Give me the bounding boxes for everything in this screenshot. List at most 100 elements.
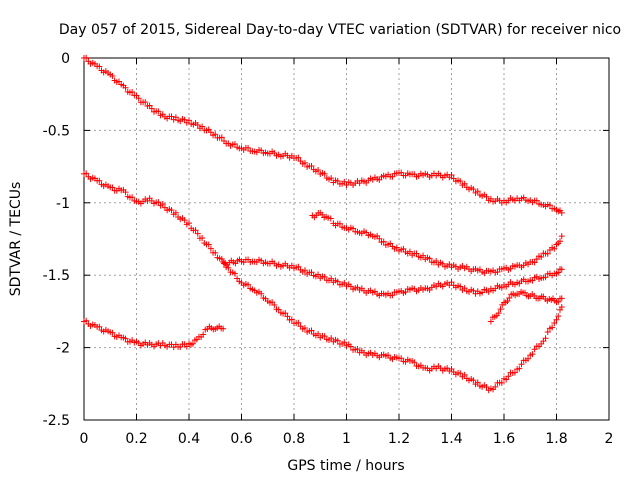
data-point <box>321 170 328 177</box>
data-point <box>492 383 499 390</box>
data-point <box>558 304 565 311</box>
data-point <box>538 253 545 260</box>
y-tick-label: -2 <box>56 341 70 357</box>
data-point <box>406 248 413 255</box>
data-point <box>398 355 405 362</box>
data-point <box>393 244 400 251</box>
data-point <box>334 337 341 344</box>
x-tick-label: 1.6 <box>493 431 515 447</box>
data-point <box>218 134 225 141</box>
data-point <box>96 177 103 184</box>
data-point <box>225 264 232 271</box>
data-point <box>200 331 207 338</box>
data-point <box>186 117 192 124</box>
data-point <box>83 54 90 61</box>
x-axis-label: GPS time / hours <box>287 458 404 474</box>
data-point <box>433 258 440 265</box>
data-point <box>315 166 322 173</box>
series-track-3 <box>81 317 227 351</box>
x-tick-label: 1 <box>342 431 351 447</box>
series-track-2 <box>81 170 565 394</box>
data-point <box>109 329 116 336</box>
data-point <box>172 209 179 216</box>
data-point <box>558 209 565 216</box>
x-tick-label: 1.4 <box>440 431 462 447</box>
data-point <box>245 144 252 151</box>
data-point <box>231 270 238 277</box>
data-point <box>301 159 308 166</box>
data-point <box>336 220 343 227</box>
data-point <box>555 313 562 320</box>
data-point <box>186 220 192 227</box>
data-point <box>231 140 238 147</box>
data-point <box>189 340 196 347</box>
data-point <box>271 302 278 309</box>
data-point <box>531 259 538 266</box>
series-track-1 <box>81 54 565 216</box>
data-point <box>192 227 199 234</box>
data-point <box>183 343 190 350</box>
chart-title: Day 057 of 2015, Sidereal Day-to-day VTE… <box>59 22 621 38</box>
data-point <box>448 279 455 286</box>
data-point <box>83 170 90 177</box>
data-point <box>207 245 214 252</box>
data-point <box>549 324 556 331</box>
data-point <box>135 95 142 102</box>
data-point <box>220 325 227 332</box>
data-point <box>199 123 206 130</box>
data-point <box>148 105 155 112</box>
data-point <box>122 84 129 91</box>
data-point <box>334 278 341 285</box>
x-tick-label: 1.8 <box>545 431 567 447</box>
series-track-4 <box>220 256 565 299</box>
data-point <box>159 200 166 207</box>
data-point <box>129 194 136 201</box>
data-point <box>557 238 563 245</box>
data-point <box>288 316 295 323</box>
data-point <box>96 323 103 330</box>
data-point <box>122 335 129 342</box>
data-point <box>146 102 153 109</box>
data-point <box>544 250 551 257</box>
data-point <box>325 214 332 221</box>
data-point <box>194 230 201 237</box>
data-point <box>529 277 536 284</box>
data-point <box>544 328 551 335</box>
x-tick-label: 0.2 <box>125 431 147 447</box>
x-tick-label: 1.2 <box>388 431 410 447</box>
data-point <box>328 335 335 342</box>
data-point <box>389 173 396 180</box>
data-point <box>531 346 538 353</box>
data-point <box>483 383 490 390</box>
data-point <box>350 225 357 232</box>
series-track-5 <box>309 209 565 277</box>
data-point <box>155 199 162 206</box>
data-point <box>308 162 315 169</box>
data-point <box>533 256 540 263</box>
data-point <box>551 319 558 326</box>
data-point <box>494 269 501 276</box>
data-point <box>553 316 560 323</box>
data-point <box>457 283 464 290</box>
data-point <box>181 116 188 123</box>
x-tick-label: 0.4 <box>178 431 200 447</box>
data-point <box>433 283 440 290</box>
data-point <box>321 273 328 280</box>
data-point <box>308 269 315 276</box>
data-point <box>474 379 481 386</box>
data-point <box>505 373 512 380</box>
data-point <box>533 197 540 204</box>
y-axis-label: SDTVAR / TECUs <box>8 182 24 297</box>
data-point <box>555 269 562 276</box>
data-point <box>347 343 354 350</box>
data-point <box>194 122 201 129</box>
data-point <box>487 318 494 325</box>
data-point <box>506 294 513 301</box>
data-point <box>413 250 420 257</box>
data-point <box>400 245 407 252</box>
data-point <box>470 377 477 384</box>
data-point <box>498 379 505 386</box>
data-point <box>341 339 348 346</box>
